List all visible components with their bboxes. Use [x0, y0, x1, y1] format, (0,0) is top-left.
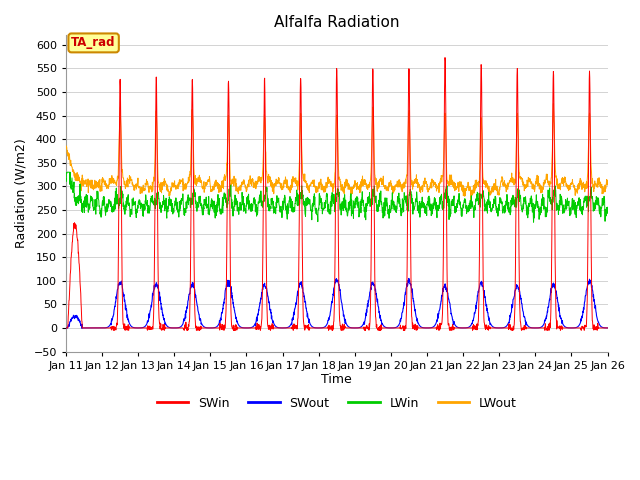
Y-axis label: Radiation (W/m2): Radiation (W/m2)	[15, 139, 28, 248]
Title: Alfalfa Radiation: Alfalfa Radiation	[274, 15, 399, 30]
Legend: SWin, SWout, LWin, LWout: SWin, SWout, LWin, LWout	[152, 392, 522, 415]
Text: TA_rad: TA_rad	[72, 36, 116, 49]
X-axis label: Time: Time	[321, 373, 352, 386]
